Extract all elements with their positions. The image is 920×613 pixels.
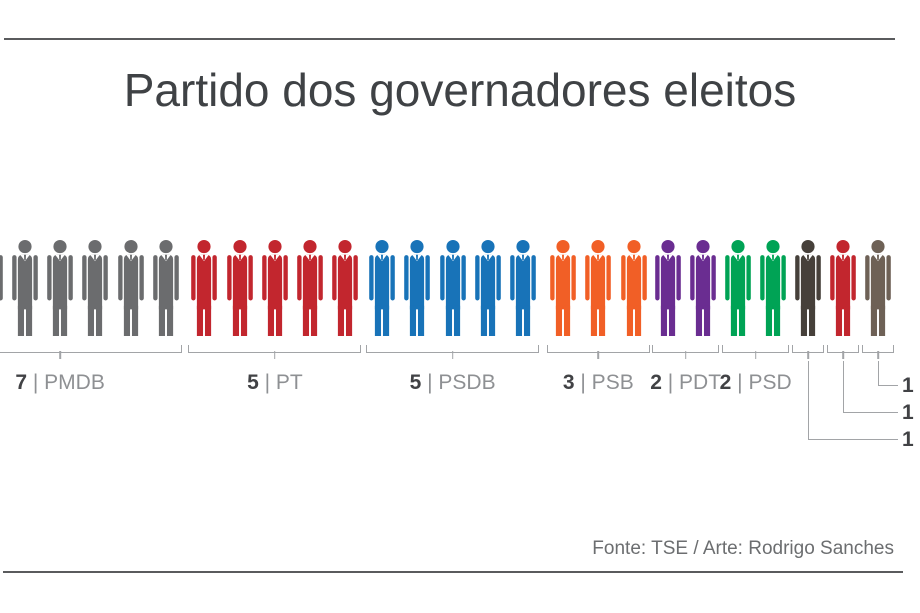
callout-count-label: 1 bbox=[902, 401, 914, 424]
group-count-label: 3 | PSB bbox=[562, 371, 634, 394]
governor-person-icon bbox=[757, 240, 789, 336]
party-group-PDT bbox=[652, 240, 719, 336]
governor-person-icon bbox=[188, 240, 220, 336]
group-bracket bbox=[827, 345, 859, 353]
page-title: Partido dos governadores eleitos bbox=[123, 64, 797, 116]
callout-count-label: 1 bbox=[902, 374, 914, 397]
credit-text: Fonte: TSE / Arte: Rodrigo Sanches bbox=[592, 538, 894, 559]
group-count-label: 2 | PDT bbox=[650, 371, 722, 394]
group-bracket bbox=[792, 345, 824, 353]
callout-connector-line bbox=[843, 361, 898, 413]
callout-count-label: 1 bbox=[902, 428, 914, 451]
governor-person-icon bbox=[687, 240, 719, 336]
party-group-PSD bbox=[722, 240, 789, 336]
governor-person-icon bbox=[472, 240, 504, 336]
governor-person-icon bbox=[329, 240, 361, 336]
governor-person-icon bbox=[652, 240, 684, 336]
governor-person-icon bbox=[224, 240, 256, 336]
governor-person-icon bbox=[507, 240, 539, 336]
party-group-PSDB bbox=[366, 240, 539, 336]
governor-person-icon bbox=[437, 240, 469, 336]
callout-connector-line bbox=[808, 361, 898, 440]
bottom-rule bbox=[3, 571, 903, 573]
governor-person-icon bbox=[150, 240, 182, 336]
governor-person-icon bbox=[259, 240, 291, 336]
governor-person-icon bbox=[9, 240, 41, 336]
group-count-label: 2 | PSD bbox=[719, 371, 792, 394]
party-group-PMDB bbox=[0, 240, 182, 336]
callout-connector-line bbox=[878, 361, 898, 386]
governor-person-icon bbox=[827, 240, 859, 336]
group-bracket bbox=[722, 345, 790, 353]
governor-person-icon bbox=[792, 240, 824, 336]
governor-person-icon bbox=[862, 240, 894, 336]
group-count-label: 5 | PSDB bbox=[409, 371, 496, 394]
governor-person-icon bbox=[722, 240, 754, 336]
group-bracket bbox=[547, 345, 650, 353]
party-group-single-3 bbox=[862, 240, 894, 336]
governor-person-icon bbox=[294, 240, 326, 336]
top-rule bbox=[4, 38, 895, 40]
governor-person-icon bbox=[547, 240, 579, 336]
party-group-PT bbox=[188, 240, 361, 336]
governor-person-icon bbox=[0, 240, 6, 336]
governor-person-icon bbox=[618, 240, 650, 336]
governor-person-icon bbox=[79, 240, 111, 336]
governor-person-icon bbox=[115, 240, 147, 336]
party-group-single-2 bbox=[827, 240, 859, 336]
governor-person-icon bbox=[366, 240, 398, 336]
group-bracket bbox=[366, 345, 540, 353]
group-bracket bbox=[862, 345, 894, 353]
group-bracket bbox=[0, 345, 182, 353]
party-group-PSB bbox=[547, 240, 650, 336]
governor-person-icon bbox=[582, 240, 614, 336]
group-count-label: 5 | PT bbox=[247, 371, 303, 394]
governor-person-icon bbox=[44, 240, 76, 336]
group-bracket bbox=[652, 345, 720, 353]
governor-person-icon bbox=[401, 240, 433, 336]
group-count-label: 7 | PMDB bbox=[15, 371, 105, 394]
party-group-single-1 bbox=[792, 240, 824, 336]
group-bracket bbox=[188, 345, 362, 353]
